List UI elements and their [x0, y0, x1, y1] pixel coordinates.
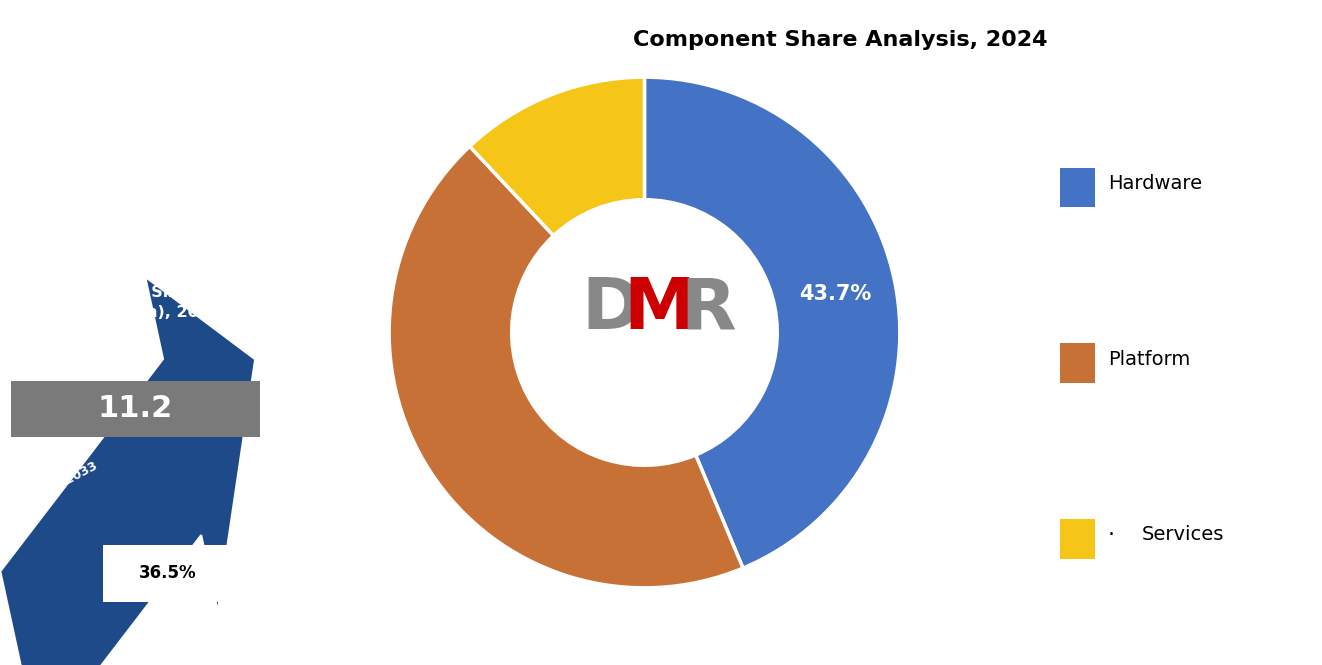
- Text: Dimension
Market
Research: Dimension Market Research: [53, 48, 218, 145]
- Text: 36.5%: 36.5%: [139, 564, 197, 583]
- FancyBboxPatch shape: [1060, 519, 1095, 559]
- Text: D: D: [582, 275, 641, 344]
- Text: Component Share Analysis, 2024: Component Share Analysis, 2024: [633, 30, 1047, 50]
- Text: ·: ·: [1108, 525, 1114, 545]
- Text: M: M: [624, 275, 695, 344]
- Wedge shape: [389, 146, 743, 588]
- FancyBboxPatch shape: [1060, 168, 1095, 207]
- FancyBboxPatch shape: [103, 545, 233, 602]
- Text: Hardware: Hardware: [1108, 174, 1202, 193]
- Polygon shape: [0, 277, 255, 665]
- Text: Global LoRa And
LoRa WAN IoT
Market Size
(USD Billion), 2024: Global LoRa And LoRa WAN IoT Market Size…: [50, 245, 221, 320]
- Text: Services: Services: [1142, 525, 1224, 544]
- FancyBboxPatch shape: [11, 380, 260, 438]
- Wedge shape: [644, 77, 900, 568]
- Text: Platform: Platform: [1108, 350, 1190, 368]
- Wedge shape: [469, 77, 645, 235]
- Text: R: R: [681, 275, 736, 344]
- Text: 11.2: 11.2: [98, 394, 173, 424]
- Text: 43.7%: 43.7%: [798, 285, 871, 305]
- FancyBboxPatch shape: [1060, 343, 1095, 383]
- Text: CAGR
2024-2033: CAGR 2024-2033: [20, 446, 99, 505]
